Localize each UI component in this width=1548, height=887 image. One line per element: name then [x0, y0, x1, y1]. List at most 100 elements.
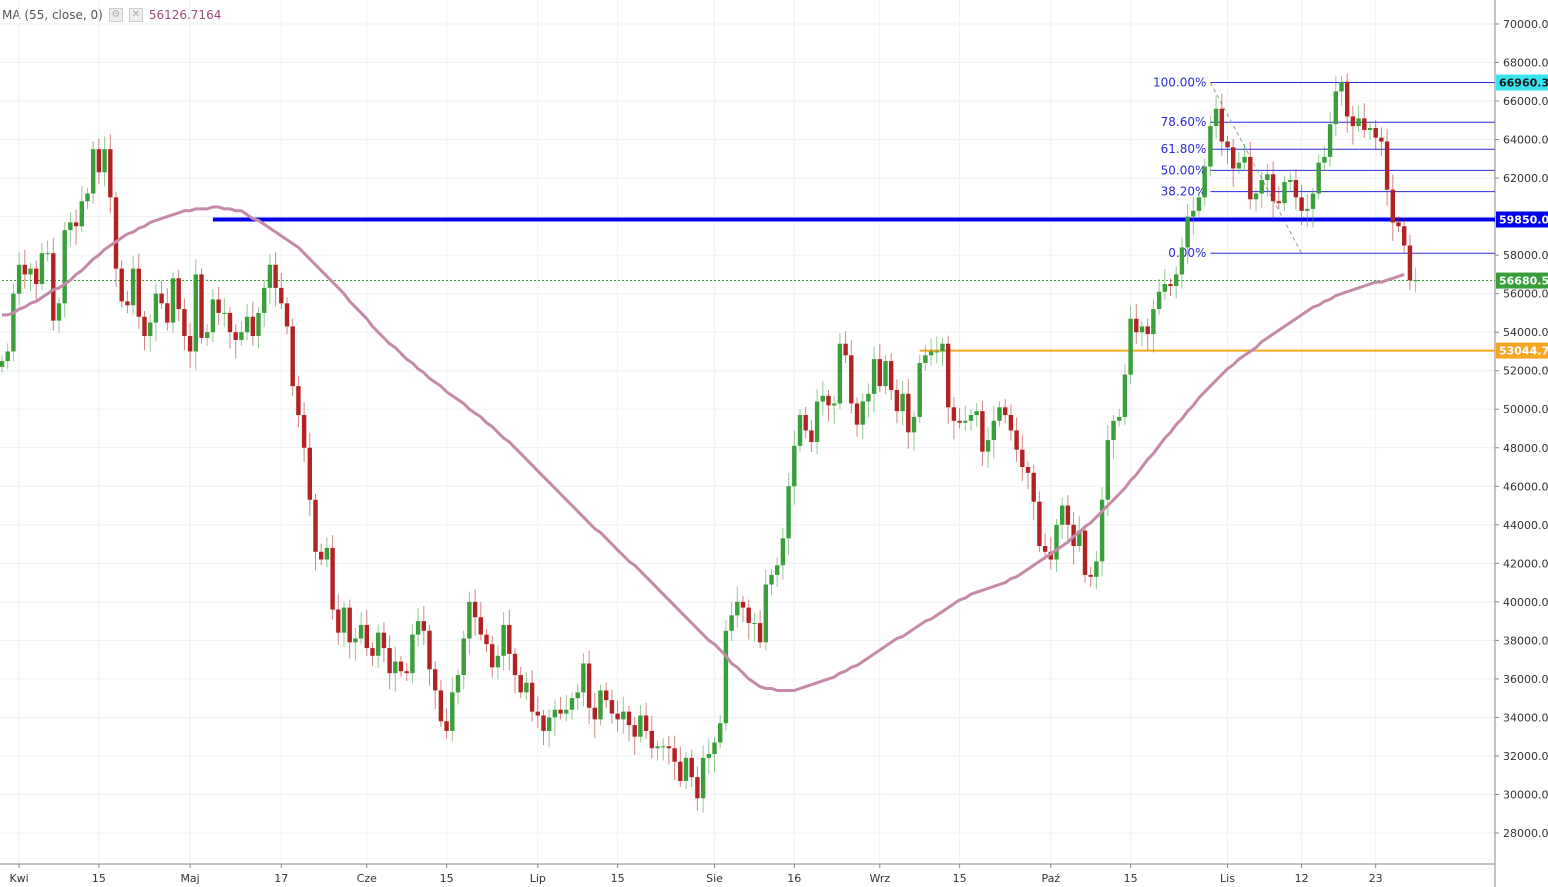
- candle-body: [792, 445, 797, 487]
- candle-body: [678, 761, 683, 781]
- candle-body: [262, 287, 267, 313]
- candle-body: [290, 326, 295, 387]
- candle-body: [575, 692, 580, 699]
- candle-body: [849, 355, 854, 404]
- candle-body: [797, 415, 803, 446]
- candle-body: [968, 415, 974, 421]
- candle-body: [142, 316, 147, 337]
- candle-body: [398, 661, 404, 672]
- candle-body: [250, 316, 255, 337]
- candle-body: [216, 299, 221, 313]
- candle-body: [775, 565, 780, 575]
- candle-body: [604, 690, 609, 701]
- candle-body: [68, 222, 73, 231]
- candle-body: [1367, 128, 1373, 130]
- candle-body: [581, 663, 586, 693]
- candle-body: [974, 411, 979, 416]
- candle-body: [1185, 216, 1190, 248]
- candle-body: [1322, 156, 1327, 163]
- candle-body: [324, 547, 330, 560]
- candle-body: [1413, 280, 1418, 282]
- candle-body: [1060, 505, 1065, 525]
- candle-body: [1020, 449, 1025, 468]
- candle-body: [227, 312, 233, 333]
- candle-body: [1282, 181, 1287, 204]
- price-label-box: [1496, 211, 1548, 228]
- candle-body: [1099, 499, 1105, 562]
- indicator-legend: MA (55, close, 0) ⚙ ✕ 56126.7164: [2, 8, 221, 22]
- candle-body: [199, 274, 204, 338]
- x-tick-label: Lip: [530, 872, 546, 885]
- candle-body: [96, 149, 102, 173]
- candle-body: [490, 644, 495, 668]
- candle-body: [860, 401, 865, 425]
- candle-body: [415, 621, 421, 635]
- candle-body: [592, 707, 597, 720]
- candle-body: [159, 293, 164, 304]
- candle-body: [609, 700, 615, 714]
- candle-body: [837, 343, 843, 404]
- fib-level-label: 78.60%: [1161, 115, 1207, 129]
- candle-body: [518, 675, 523, 693]
- y-tick-label: 46000.00: [1503, 480, 1548, 493]
- y-tick-label: 68000.00: [1503, 57, 1548, 70]
- candle-body: [1350, 116, 1356, 127]
- candle-body: [210, 299, 216, 333]
- candle-body: [39, 253, 45, 285]
- candle-body: [507, 624, 512, 654]
- y-tick-label: 28000.00: [1503, 827, 1548, 840]
- candle-body: [427, 630, 432, 670]
- x-tick-label: Kwi: [9, 872, 28, 885]
- candle-body: [1145, 326, 1150, 335]
- candle-body: [643, 715, 649, 731]
- candle-body: [450, 692, 455, 731]
- candle-body: [1191, 210, 1196, 217]
- candle-body: [176, 278, 181, 310]
- candle-body: [222, 312, 227, 314]
- y-tick-label: 70000.00: [1503, 18, 1548, 31]
- candle-body: [928, 351, 934, 356]
- candle-body: [718, 723, 723, 743]
- fib-level-label: 38.20%: [1161, 185, 1207, 199]
- candle-body: [353, 638, 358, 643]
- candle-body: [136, 268, 141, 317]
- candle-body: [1031, 472, 1036, 502]
- candle-body: [273, 264, 278, 288]
- candle-body: [1054, 524, 1059, 560]
- candle-body: [1276, 201, 1281, 204]
- gear-icon[interactable]: ⚙: [108, 8, 123, 22]
- candle-body: [484, 634, 489, 645]
- y-tick-label: 64000.00: [1503, 134, 1548, 147]
- y-tick-label: 44000.00: [1503, 519, 1548, 532]
- candle-body: [552, 709, 558, 718]
- candle-body: [780, 538, 786, 566]
- y-tick-label: 58000.00: [1503, 249, 1548, 262]
- candle-body: [239, 332, 244, 340]
- candle-body: [1122, 374, 1128, 417]
- candle-body: [1014, 430, 1019, 450]
- candle-body: [991, 420, 996, 441]
- candle-body: [1373, 128, 1378, 138]
- candle-body: [547, 717, 552, 731]
- candle-body: [689, 757, 694, 778]
- candle-body: [615, 713, 620, 720]
- candle-body: [11, 293, 16, 352]
- candle-body: [1025, 467, 1031, 473]
- candle-body: [1248, 156, 1253, 200]
- candle-body: [102, 149, 107, 173]
- indicator-name: MA (55, close, 0): [2, 8, 103, 22]
- candle-body: [1407, 245, 1413, 281]
- candle-body: [1134, 318, 1139, 333]
- candle-body: [632, 725, 637, 737]
- candle-body: [1196, 197, 1202, 211]
- candle-body: [854, 403, 860, 425]
- candle-body: [757, 623, 763, 643]
- candle-body: [0, 361, 5, 367]
- candle-body: [455, 675, 461, 693]
- candle-body: [45, 253, 50, 255]
- candle-body: [501, 624, 506, 656]
- candle-body: [820, 395, 825, 402]
- candle-body: [1003, 407, 1008, 416]
- close-icon[interactable]: ✕: [128, 8, 143, 22]
- candle-body: [951, 407, 957, 421]
